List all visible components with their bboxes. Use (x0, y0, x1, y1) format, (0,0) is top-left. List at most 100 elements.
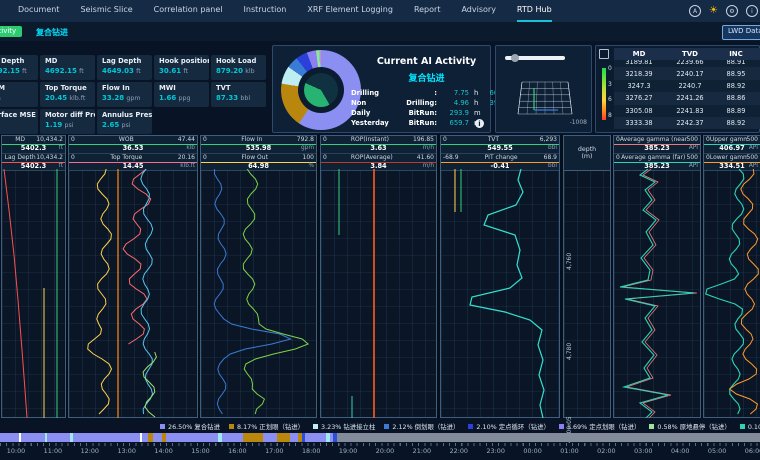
nav-item-instruction[interactable]: Instruction (243, 5, 287, 14)
nav-item-report[interactable]: Report (413, 5, 441, 14)
curve-scale: 0 TVT 6,293 (441, 136, 559, 144)
curve-unit: klb.ft (180, 162, 195, 169)
survey-cell: 88.91 (726, 60, 746, 66)
legend-item[interactable]: 2.10% 定点循环（钻进） (468, 422, 550, 431)
param-label: MD (45, 57, 58, 65)
timeline-segment (337, 433, 760, 442)
legend-item[interactable]: 1.69% 定点划眼（钻进） (558, 422, 641, 431)
survey-cell: 3333.38 (625, 119, 653, 128)
lwd-data-button[interactable]: LWD Data (722, 25, 760, 40)
curve-unit: API (748, 145, 758, 151)
curve-color-line (69, 144, 197, 145)
curve-header: MD 10,434.2 5402.3 ft (2, 136, 65, 154)
curve-scale: 0 Average gamma (near) 500 (614, 136, 700, 144)
legend-label: 1.69% 定点划眼（钻进） (566, 422, 641, 431)
settings-icon[interactable]: ⚙ (726, 5, 738, 17)
param-value: 1.19 psi (45, 121, 74, 129)
curve-unit: gpm (300, 145, 314, 151)
legend-item[interactable]: 2.12% 倒划眼（钻进） (384, 422, 459, 431)
trajectory-3d-panel: -1008 (495, 45, 592, 133)
nav-item-advisory[interactable]: Advisory (461, 5, 496, 14)
curve-value: 3.84 m/h (321, 162, 436, 171)
survey-cell: 88.92 (726, 119, 746, 128)
survey-row[interactable]: 3333.38 2242.37 88.92 2 (614, 116, 760, 130)
ai-stat-cell: 4.96 (453, 99, 469, 107)
scale-min: 0 (706, 153, 710, 161)
param-card-bit-depth: Bit Depth 4692.15 ft (0, 55, 38, 80)
nav-item-seismic-slice[interactable]: Seismic Slice (80, 5, 133, 14)
curve-color-line (614, 161, 700, 163)
theme-sun-icon[interactable]: ☀ (709, 5, 718, 16)
track-3-header: 0 Flow In 792.8 535.98 gpm 0 Flow Out 100 64.98% (201, 136, 316, 171)
depth-body: 4,760 4,780 4,800.05 (564, 170, 610, 443)
track-4: 0 ROP(Instant) 196.85 3.63 m/h 0 ROP(Average) 4… (320, 135, 437, 418)
info-icon[interactable]: i (475, 119, 484, 128)
timeline-segment (73, 433, 140, 442)
param-value: 87.33 bbl (216, 94, 251, 102)
survey-row[interactable]: 3189.81 2239.66 88.91 1 (614, 60, 760, 68)
track-4-header: 0 ROP(Instant) 196.85 3.63 m/h 0 ROP(Average) 4… (321, 136, 436, 171)
curve-name: MD (15, 136, 26, 143)
legend-item[interactable]: 0.58% 原地悬停（钻进） (649, 422, 731, 431)
track-1-header: MD 10,434.2 5402.3 ft Lag Depth 10,434.2 5402.… (2, 136, 65, 171)
legend-label: 8.17% 正划眼（钻进） (236, 422, 305, 431)
expand-icon[interactable] (599, 49, 609, 59)
timeline-segment (305, 433, 326, 442)
scale-max: 500 (746, 136, 758, 143)
nav-item-correlation-panel[interactable]: Correlation panel (153, 5, 223, 14)
severity-colorbar (602, 68, 606, 120)
timeline-segment (0, 433, 19, 442)
time-label: 18:00 (301, 447, 321, 455)
survey-row[interactable]: 3247.3 2240.7 88.92 1 (614, 79, 760, 93)
curve-color-line (2, 144, 65, 145)
time-label: 19:00 (338, 447, 358, 455)
survey-row[interactable]: 3218.39 2240.17 88.95 1 (614, 67, 760, 80)
drill-mode-label: 复合钻进 (36, 28, 68, 37)
ai-stat-cell: 293.9 (449, 109, 469, 117)
account-icon[interactable]: A (689, 5, 702, 17)
legend-label: 3.23% 钻进接立柱 (321, 422, 376, 431)
curve-value: 406.97 API (704, 144, 760, 154)
param-value: 2.65 psi (102, 121, 131, 129)
time-axis-labels: 10:00 11:00 12:00 13:00 14:00 15:00 16:00 17:00… (0, 447, 760, 457)
time-label: 16:00 (228, 447, 247, 455)
survey-cell: 2 (756, 119, 760, 127)
zoom-slider[interactable] (505, 54, 565, 62)
curve-value: 3.63 m/h (321, 144, 436, 154)
help-icon[interactable]: i (746, 5, 758, 17)
scale-max: 500 (686, 136, 698, 143)
param-label: Hook Load (216, 57, 257, 65)
survey-row[interactable]: 3305.08 2241.83 88.89 1 (614, 104, 760, 117)
legend-item[interactable]: 8.17% 正划眼（钻进） (228, 422, 305, 431)
legend-item[interactable]: 0.10% 停泵上提 (739, 422, 760, 431)
track-2-body (69, 170, 197, 417)
param-label: Hook position (159, 57, 209, 65)
nav-item-rtd-hub[interactable]: RTD Hub (516, 0, 552, 22)
colorbar-tick: 6 (608, 96, 612, 103)
curve-name: Upper gamma (near) (709, 136, 747, 143)
time-label: 22:00 (449, 447, 469, 455)
slider-handle[interactable] (511, 54, 519, 62)
curve-unit: bbl (548, 162, 557, 169)
curve-name: TVT (487, 136, 500, 143)
time-label: 12:00 (80, 447, 100, 455)
gamma-track-1: 0 Average gamma (near) 500 385.23 API 0 Averag… (613, 135, 701, 418)
timeline-segment (153, 433, 162, 442)
survey-row[interactable]: 3276.27 2241.26 88.86 1 (614, 92, 760, 105)
scale-min: 0 (323, 136, 327, 143)
param-card-hook-position: Hook position 30.61 ft (154, 55, 209, 80)
curve-scale: MD 10,434.2 (2, 136, 65, 144)
nav-item-xrf-element-logging[interactable]: XRF Element Logging (307, 5, 393, 14)
nav-menu: Document Seismic Slice Correlation panel In… (0, 0, 552, 22)
legend-item[interactable]: 3.23% 钻进接立柱 (313, 422, 375, 431)
curve-unit: ft (58, 162, 63, 169)
param-card-mwi: MWI 1.66 ppg (154, 82, 209, 107)
time-label: 10:00 (6, 447, 26, 455)
legend-item[interactable]: 26.50% 复合钻进 (160, 422, 220, 431)
survey-cell: 88.86 (726, 94, 746, 103)
track-5-body (441, 170, 559, 417)
legend-swatch (384, 423, 390, 429)
survey-table-panel: MD TVD INC 3189.81 2239.66 88.91 1 3218.39 2240.… (595, 45, 760, 133)
nav-item-document[interactable]: Document (18, 5, 60, 14)
survey-header-cell: INC (729, 50, 743, 59)
